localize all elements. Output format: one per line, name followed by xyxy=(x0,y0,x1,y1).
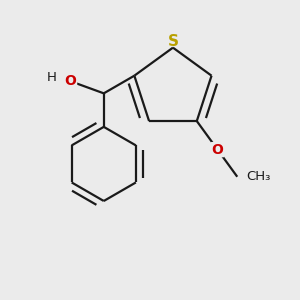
Text: S: S xyxy=(167,34,178,49)
Text: CH₃: CH₃ xyxy=(246,170,271,183)
Text: O: O xyxy=(212,142,224,157)
Text: O: O xyxy=(65,74,76,88)
Text: H: H xyxy=(46,71,56,84)
